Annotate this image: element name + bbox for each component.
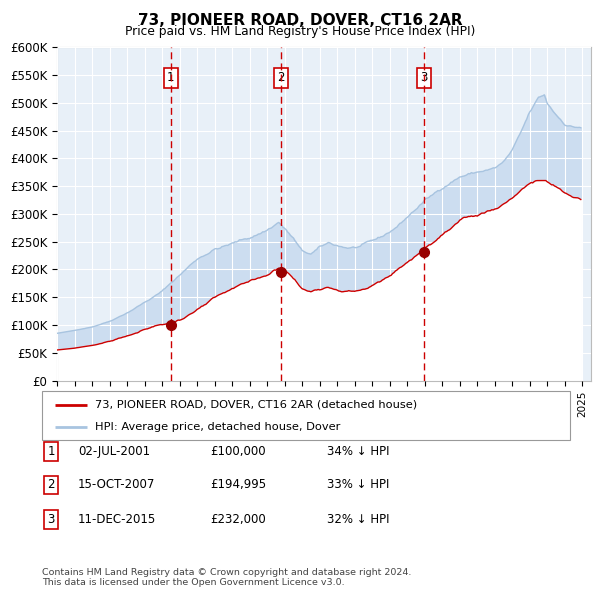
Text: £100,000: £100,000	[210, 445, 266, 458]
Text: 11-DEC-2015: 11-DEC-2015	[78, 513, 156, 526]
Text: 32% ↓ HPI: 32% ↓ HPI	[327, 513, 389, 526]
Text: 33% ↓ HPI: 33% ↓ HPI	[327, 478, 389, 491]
Text: Contains HM Land Registry data © Crown copyright and database right 2024.
This d: Contains HM Land Registry data © Crown c…	[42, 568, 412, 587]
Text: 34% ↓ HPI: 34% ↓ HPI	[327, 445, 389, 458]
Text: £194,995: £194,995	[210, 478, 266, 491]
Text: 1: 1	[167, 71, 175, 84]
Text: 3: 3	[47, 513, 55, 526]
Text: 2: 2	[47, 478, 55, 491]
Text: 1: 1	[47, 445, 55, 458]
FancyBboxPatch shape	[42, 391, 570, 440]
Text: Price paid vs. HM Land Registry's House Price Index (HPI): Price paid vs. HM Land Registry's House …	[125, 25, 475, 38]
Text: 73, PIONEER ROAD, DOVER, CT16 2AR: 73, PIONEER ROAD, DOVER, CT16 2AR	[137, 13, 463, 28]
Text: £232,000: £232,000	[210, 513, 266, 526]
Text: 15-OCT-2007: 15-OCT-2007	[78, 478, 155, 491]
Text: 02-JUL-2001: 02-JUL-2001	[78, 445, 150, 458]
Text: 73, PIONEER ROAD, DOVER, CT16 2AR (detached house): 73, PIONEER ROAD, DOVER, CT16 2AR (detac…	[95, 399, 417, 409]
Text: 2: 2	[277, 71, 284, 84]
Text: HPI: Average price, detached house, Dover: HPI: Average price, detached house, Dove…	[95, 422, 340, 432]
Text: 3: 3	[420, 71, 427, 84]
